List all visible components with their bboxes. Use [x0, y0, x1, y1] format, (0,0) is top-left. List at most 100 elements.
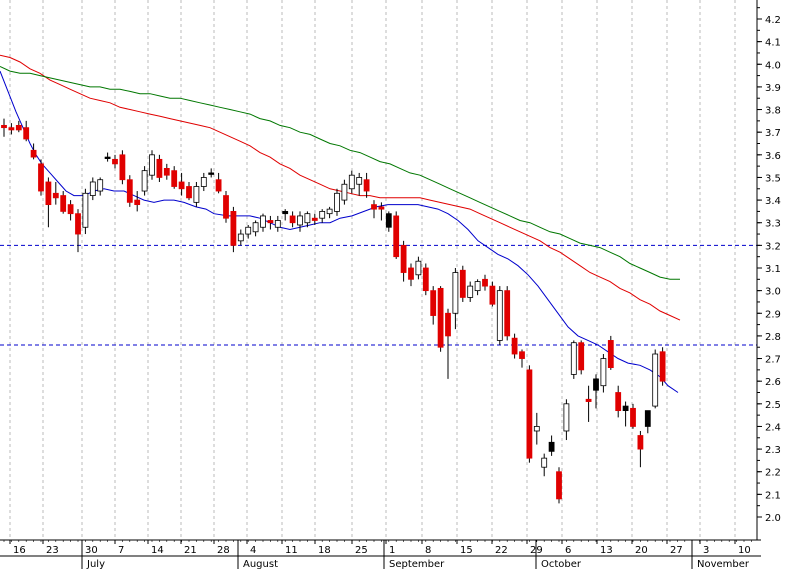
candle-body — [141, 170, 148, 192]
candle-body — [186, 186, 192, 199]
candle — [511, 333, 518, 359]
y-tick-label: 2.9 — [765, 309, 781, 320]
x-day-label: 8 — [425, 545, 431, 556]
candle — [200, 172, 207, 192]
candle-body — [526, 369, 533, 459]
candle-body — [496, 290, 503, 341]
candle — [237, 229, 244, 246]
candle-body — [67, 204, 74, 215]
ma-long-line — [0, 66, 680, 280]
candle — [489, 281, 496, 307]
candle — [75, 209, 81, 253]
x-day-label: 18 — [318, 545, 331, 556]
candle — [363, 172, 370, 198]
candle-body — [593, 378, 599, 391]
candle-body — [408, 267, 414, 280]
candle — [163, 163, 170, 180]
candle-body — [378, 206, 385, 210]
candle-body — [437, 287, 444, 348]
candle — [585, 385, 592, 422]
candle-body — [519, 351, 525, 359]
x-day-label: 27 — [670, 545, 683, 556]
candle — [112, 154, 118, 169]
y-tick-label: 3.9 — [765, 83, 781, 94]
candle-body — [615, 392, 622, 412]
candle — [452, 268, 459, 330]
y-tick-label: 4.0 — [765, 60, 781, 71]
candle-body — [97, 179, 104, 192]
candle — [548, 435, 555, 456]
x-day-label: 16 — [13, 545, 26, 556]
candle — [30, 143, 37, 160]
x-day-label: 4 — [250, 545, 256, 556]
candle — [371, 200, 377, 219]
candle-body — [252, 222, 259, 233]
candle — [459, 265, 466, 302]
candle-body — [274, 220, 281, 228]
candle-body — [104, 156, 111, 159]
candle — [319, 209, 326, 223]
candle — [526, 365, 533, 463]
x-month-label: October — [541, 559, 582, 569]
candle — [245, 224, 252, 239]
candle — [393, 211, 400, 259]
candle — [541, 453, 548, 477]
candle-body — [237, 233, 244, 242]
candle — [430, 286, 437, 325]
candle — [282, 209, 289, 221]
candle — [570, 340, 577, 379]
candle — [622, 401, 629, 427]
candle-body — [578, 342, 585, 371]
candle-body — [60, 195, 67, 212]
candle-body — [149, 154, 155, 176]
candle-body — [267, 220, 274, 224]
x-day-label: 21 — [184, 545, 197, 556]
x-day-label: 30 — [85, 545, 98, 556]
candle — [482, 274, 488, 291]
candle — [644, 410, 651, 434]
candle — [15, 120, 22, 133]
x-day-label: 15 — [460, 545, 473, 556]
candle — [297, 211, 303, 232]
candle — [467, 281, 474, 302]
candle — [496, 286, 503, 345]
x-day-label: 13 — [600, 545, 613, 556]
candle-body — [260, 215, 266, 228]
candle-body — [30, 149, 37, 158]
x-axis-ticks: 16233071421284111825181522296132027310Ju… — [3, 540, 752, 570]
candle-body — [326, 208, 333, 215]
axes — [0, 0, 761, 557]
candle-body — [659, 351, 666, 382]
ma-medium-line — [0, 54, 681, 321]
candle — [348, 170, 355, 194]
x-month-label: September — [389, 559, 445, 569]
candle-body — [311, 217, 318, 221]
candle — [223, 191, 229, 223]
x-month-label: August — [243, 559, 278, 569]
candle-body — [489, 285, 496, 305]
candle — [149, 150, 155, 180]
candle-body — [652, 353, 659, 407]
candle — [385, 211, 392, 232]
y-tick-label: 2.1 — [765, 490, 781, 501]
candle-body — [1, 124, 7, 129]
candle — [45, 177, 52, 228]
candle-body — [363, 179, 370, 192]
candle-body — [541, 457, 548, 468]
candle-body — [45, 181, 52, 206]
candle — [1, 118, 7, 137]
candle — [311, 213, 318, 225]
candle — [615, 385, 622, 418]
candle-body — [223, 195, 229, 219]
candle — [652, 349, 659, 409]
y-tick-label: 3.4 — [765, 196, 781, 207]
candle-body — [334, 192, 340, 212]
x-day-label: 22 — [495, 545, 508, 556]
y-tick-label: 2.6 — [765, 377, 781, 388]
candle — [104, 152, 111, 162]
candle — [230, 206, 237, 253]
x-day-label: 3 — [703, 545, 709, 556]
candle-body — [289, 215, 296, 224]
